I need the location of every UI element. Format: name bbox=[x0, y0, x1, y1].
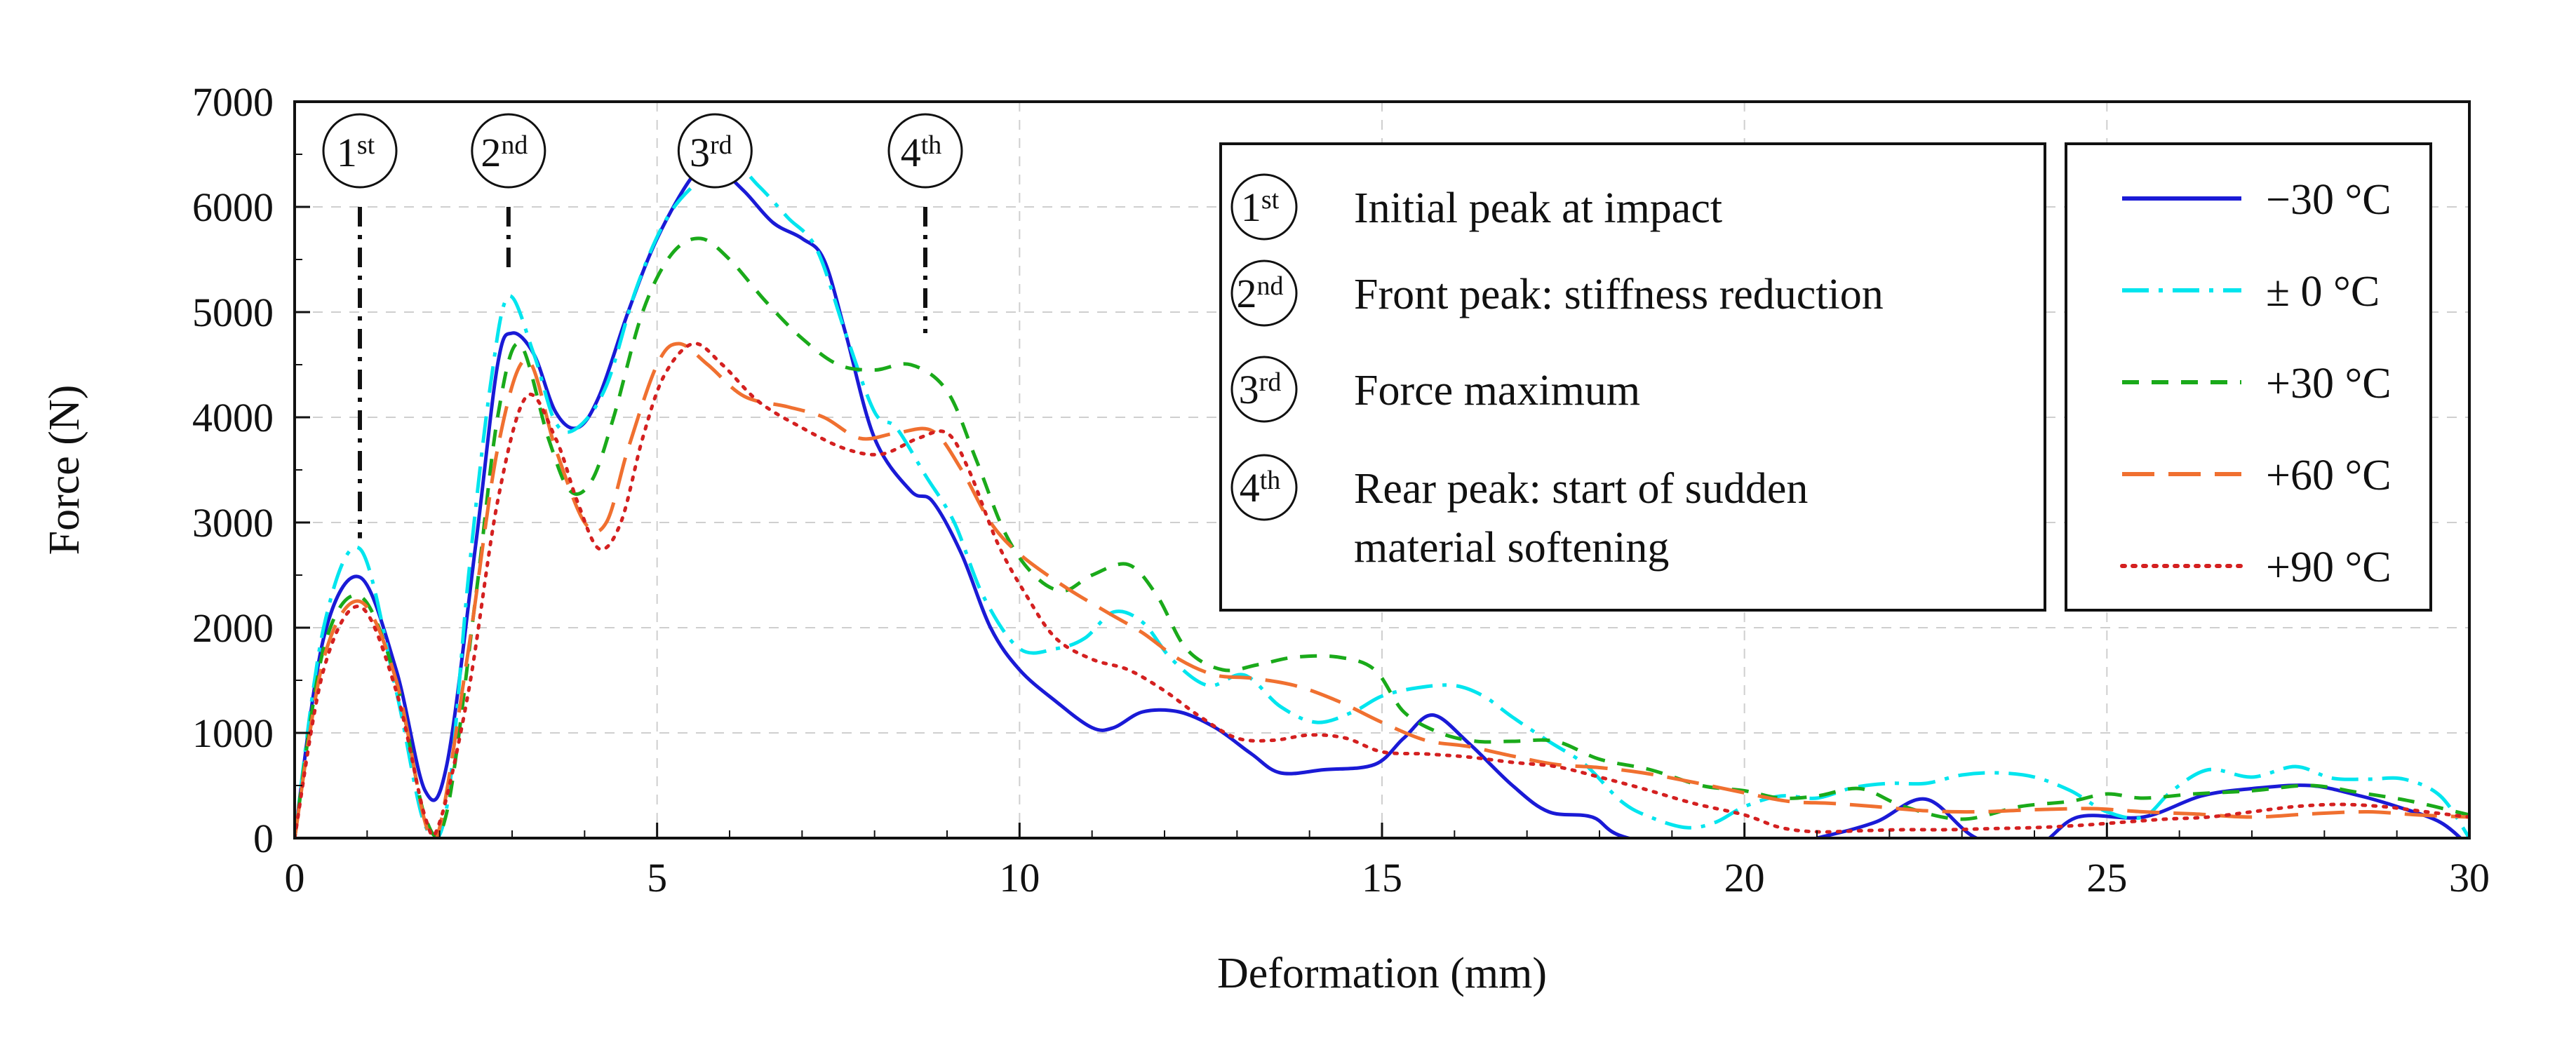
peak-marker-circle-3 bbox=[677, 113, 753, 189]
annotation-circle-1 bbox=[1230, 173, 1298, 241]
peak-marker-label-3: 3rd bbox=[690, 130, 732, 175]
legend-box bbox=[2065, 142, 2432, 612]
peak-marker-label-2: 2nd bbox=[481, 130, 528, 175]
x-tick-label: 0 bbox=[285, 855, 305, 901]
annotation-text-4: Rear peak: start of sudden bbox=[1354, 465, 1808, 513]
series-lines bbox=[295, 160, 2469, 838]
annotation-legend: 1st Initial peak at impact 2nd Front peak: … bbox=[1219, 142, 2046, 612]
annotation-text-2: Front peak: stiffness reduction bbox=[1354, 271, 1884, 318]
annotation-text-3: Force maximum bbox=[1354, 367, 1640, 414]
annotation-circle-3 bbox=[1230, 356, 1298, 423]
y-tick-label: 3000 bbox=[192, 500, 274, 546]
annotation-box bbox=[1219, 142, 2046, 612]
annotation-ordinal-1: 1st bbox=[1241, 184, 1280, 230]
legend-label-3: +30 °C bbox=[2266, 360, 2391, 407]
x-axis-title: Deformation (mm) bbox=[1217, 950, 1547, 997]
series-line-1 bbox=[295, 163, 2463, 838]
x-tick-label: 5 bbox=[647, 855, 667, 901]
annotation-circle-2 bbox=[1230, 259, 1298, 327]
annotation-text-4: material softening bbox=[1354, 524, 1669, 572]
x-tick-label: 10 bbox=[999, 855, 1040, 901]
peak-marker-circle-4 bbox=[887, 113, 963, 189]
y-axis-title: Force (N) bbox=[41, 385, 88, 555]
peak-marker-label-4: 4th bbox=[901, 130, 942, 175]
series-line-5 bbox=[295, 342, 2469, 838]
x-tick-label: 30 bbox=[2449, 855, 2490, 901]
legend-label-5: +90 °C bbox=[2266, 544, 2391, 591]
y-tick-label: 5000 bbox=[192, 290, 274, 335]
series-line-4 bbox=[295, 342, 2469, 838]
y-tick-label: 1000 bbox=[192, 710, 274, 756]
annotation-ordinal-4: 4th bbox=[1240, 465, 1281, 511]
peak-marker-circle-1 bbox=[322, 113, 398, 189]
series-line-2 bbox=[295, 160, 2469, 838]
legend-label-2: ± 0 °C bbox=[2266, 268, 2380, 316]
peak-marker-circle-2 bbox=[471, 113, 546, 189]
peak-marker-label-1: 1st bbox=[337, 130, 375, 175]
x-tick-label: 20 bbox=[1724, 855, 1765, 901]
peak-markers: 1st 2nd 3rd 4th bbox=[322, 113, 963, 539]
axes: 0 5 10 15 20 25 30 0 1000 2000 3000 4000 5000 6000 700… bbox=[41, 79, 2490, 997]
annotation-ordinal-2: 2nd bbox=[1237, 271, 1284, 316]
legend-label-1: −30 °C bbox=[2266, 176, 2391, 224]
y-tick-label: 6000 bbox=[192, 184, 274, 230]
annotation-text-1: Initial peak at impact bbox=[1354, 184, 1722, 232]
y-tick-label: 7000 bbox=[192, 79, 274, 125]
x-tick-label: 15 bbox=[1362, 855, 1402, 901]
y-tick-label: 4000 bbox=[192, 395, 274, 440]
y-tick-label: 0 bbox=[253, 816, 274, 861]
x-tick-label: 25 bbox=[2086, 855, 2127, 901]
annotation-ordinal-3: 3rd bbox=[1239, 367, 1282, 412]
y-tick-label: 2000 bbox=[192, 605, 274, 651]
legend-label-4: +60 °C bbox=[2266, 452, 2391, 499]
annotation-circle-4 bbox=[1230, 454, 1298, 521]
series-legend: −30 °C ± 0 °C +30 °C +60 °C +90 °C bbox=[2065, 142, 2432, 612]
